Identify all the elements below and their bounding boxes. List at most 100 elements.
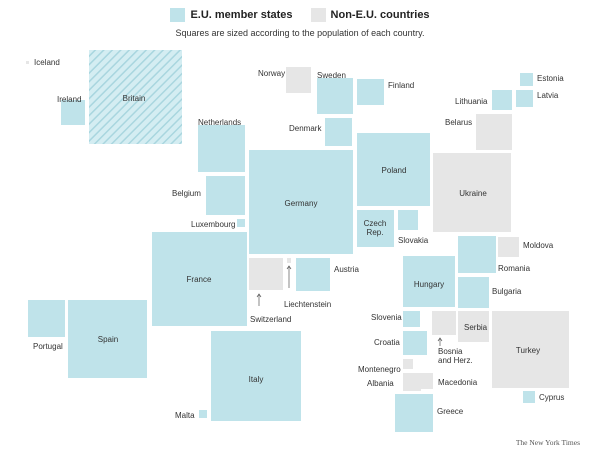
country-square-slovenia xyxy=(403,311,420,327)
legend-non-eu-label: Non-E.U. countries xyxy=(330,9,430,21)
country-label-turkey: Turkey xyxy=(516,346,540,355)
country-label-hungary: Hungary xyxy=(414,280,444,289)
legend-subtitle: Squares are sized according to the popul… xyxy=(175,28,425,38)
country-square-netherlands xyxy=(198,125,245,172)
country-square-moldova xyxy=(498,237,519,257)
country-label-macedonia: Macedonia xyxy=(438,378,478,387)
country-square-poland xyxy=(357,133,430,206)
source-credit: The New York Times xyxy=(515,438,580,447)
country-square-norway xyxy=(286,67,311,93)
country-square-finland xyxy=(357,79,384,105)
country-square-greece xyxy=(395,394,433,432)
country-label-austria: Austria xyxy=(334,265,359,274)
country-label-czech: Rep. xyxy=(367,228,384,237)
country-square-malta xyxy=(199,410,207,418)
country-label-bulgaria: Bulgaria xyxy=(492,287,522,296)
country-label-finland: Finland xyxy=(388,81,414,90)
country-square-italy xyxy=(211,331,301,421)
country-label-slovenia: Slovenia xyxy=(371,313,402,322)
country-label-greece: Greece xyxy=(437,407,464,416)
country-square-slovakia xyxy=(398,210,418,230)
country-square-britain xyxy=(89,50,182,144)
country-square-bulgaria xyxy=(458,277,489,308)
country-square-luxembourg xyxy=(237,219,245,227)
country-label-britain: Britain xyxy=(123,94,146,103)
country-square-liechtenstein xyxy=(287,258,291,263)
country-label-malta: Malta xyxy=(175,411,195,420)
country-label-croatia: Croatia xyxy=(374,338,400,347)
country-square-denmark xyxy=(325,118,352,146)
country-label-latvia: Latvia xyxy=(537,91,559,100)
leader-arrow-icon xyxy=(437,337,443,342)
country-square-germany xyxy=(249,150,353,254)
country-label-romania: Romania xyxy=(498,264,531,273)
legend-eu: E.U. member states xyxy=(170,8,293,22)
country-square-austria xyxy=(296,258,330,291)
country-square-bosnia xyxy=(432,311,456,335)
country-label-montenegro: Montenegro xyxy=(358,365,401,374)
country-squares xyxy=(26,50,569,432)
country-label-lithuania: Lithuania xyxy=(455,97,488,106)
country-label-norway: Norway xyxy=(258,69,285,78)
country-label-serbia: Serbia xyxy=(464,323,488,332)
country-square-iceland xyxy=(26,61,29,64)
legend-non-eu-swatch xyxy=(310,8,326,22)
country-label-luxembourg: Luxembourg xyxy=(191,220,235,229)
country-label-poland: Poland xyxy=(382,166,407,175)
country-label-albania: Albania xyxy=(367,379,394,388)
country-label-denmark: Denmark xyxy=(289,124,322,133)
country-label-belgium: Belgium xyxy=(172,189,201,198)
country-square-croatia xyxy=(403,331,427,355)
leader-lines xyxy=(256,265,443,346)
leader-arrow-icon xyxy=(286,265,292,270)
country-square-latvia xyxy=(516,90,533,107)
country-square-romania xyxy=(458,236,496,273)
country-square-estonia xyxy=(520,73,533,86)
country-square-ireland xyxy=(61,100,85,125)
country-label-cyprus: Cyprus xyxy=(539,393,564,402)
legend-non-eu: Non-E.U. countries xyxy=(310,8,430,22)
country-square-serbia xyxy=(458,311,489,342)
country-label-belarus: Belarus xyxy=(445,118,472,127)
country-square-portugal xyxy=(28,300,65,337)
legend-eu-label: E.U. member states xyxy=(190,9,293,21)
country-label-france: France xyxy=(187,275,212,284)
country-label-czech: Czech xyxy=(364,219,387,228)
legend-eu-swatch xyxy=(170,8,186,22)
country-square-turkey xyxy=(492,311,569,388)
country-label-italy: Italy xyxy=(249,375,264,384)
country-square-czech xyxy=(357,210,394,247)
country-square-cyprus xyxy=(523,391,535,403)
country-label-liechtenstein: Liechtenstein xyxy=(284,300,331,309)
country-label-switzerland: Switzerland xyxy=(250,315,291,324)
country-square-montenegro xyxy=(403,359,413,369)
country-label-ireland: Ireland xyxy=(57,95,81,104)
country-label-netherlands: Netherlands xyxy=(198,118,241,127)
country-square-spain xyxy=(68,300,147,378)
country-square-albania xyxy=(403,373,421,391)
country-square-belarus xyxy=(476,114,512,150)
country-labels: Iceland Ireland Britain Norway Sweden Finland… xyxy=(33,58,564,420)
country-square-france xyxy=(152,232,247,326)
country-label-bosnia: and Herz. xyxy=(438,356,473,365)
country-square-ukraine xyxy=(433,153,511,232)
country-square-switzerland xyxy=(249,258,283,290)
legend: E.U. member states Non-E.U. countries Sq… xyxy=(0,8,600,38)
country-label-iceland: Iceland xyxy=(34,58,60,67)
country-label-portugal: Portugal xyxy=(33,342,63,351)
country-label-spain: Spain xyxy=(98,335,118,344)
country-square-macedonia xyxy=(417,373,433,389)
country-label-germany: Germany xyxy=(285,199,318,208)
country-label-bosnia: Bosnia xyxy=(438,347,463,356)
country-label-moldova: Moldova xyxy=(523,241,554,250)
country-square-belgium xyxy=(206,176,245,215)
country-square-lithuania xyxy=(492,90,512,110)
country-square-hungary xyxy=(403,256,455,307)
leader-arrow-icon xyxy=(256,293,262,298)
country-label-slovakia: Slovakia xyxy=(398,236,429,245)
country-square-sweden xyxy=(317,78,353,114)
country-label-estonia: Estonia xyxy=(537,74,564,83)
country-label-sweden: Sweden xyxy=(317,71,346,80)
country-label-ukraine: Ukraine xyxy=(459,189,487,198)
